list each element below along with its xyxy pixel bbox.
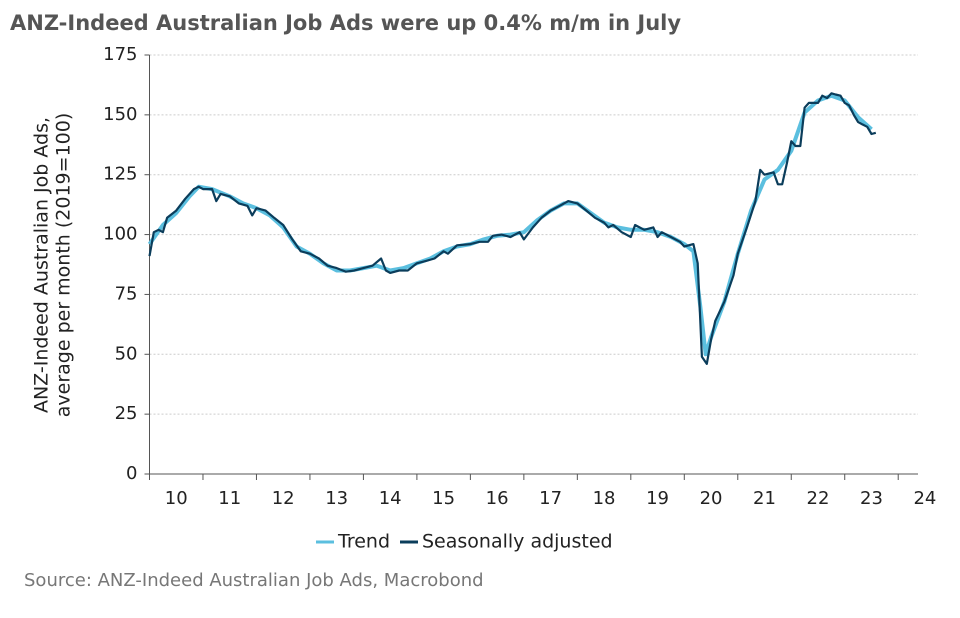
- x-tick-label: 22: [807, 488, 830, 509]
- x-tick-label: 10: [165, 488, 188, 509]
- x-tick-label: 18: [593, 488, 616, 509]
- x-tick-label: 21: [753, 488, 776, 509]
- x-tick-label: 19: [646, 488, 669, 509]
- x-tick-label: 24: [913, 488, 936, 509]
- y-tick-label: 100: [103, 224, 137, 245]
- x-tick-label: 15: [432, 488, 455, 509]
- legend-label: Trend: [337, 531, 390, 553]
- x-tick-label: 12: [272, 488, 295, 509]
- x-tick-label: 16: [486, 488, 509, 509]
- x-tick-label: 13: [325, 488, 348, 509]
- y-axis-label: average per month (2019=100): [53, 113, 75, 418]
- x-tick-label: 11: [218, 488, 241, 509]
- legend-label: Seasonally adjusted: [422, 531, 613, 553]
- line-series: [147, 93, 873, 357]
- y-tick-label: 125: [103, 164, 137, 185]
- x-tick-label: 23: [860, 488, 883, 509]
- y-tick-label: 75: [115, 283, 138, 304]
- source-note: Source: ANZ-Indeed Australian Job Ads, M…: [24, 570, 484, 591]
- y-tick-label: 0: [126, 463, 137, 484]
- y-tick-label: 50: [115, 343, 138, 364]
- x-tick-label: 17: [539, 488, 562, 509]
- x-tick-label: 14: [379, 488, 402, 509]
- y-tick-label: 25: [115, 403, 138, 424]
- line-series: [148, 92, 877, 365]
- x-tick-label: 20: [700, 488, 723, 509]
- y-tick-label: 175: [103, 44, 137, 65]
- y-tick-label: 150: [103, 104, 137, 125]
- y-axis-label: ANZ-Indeed Australian Job Ads,: [31, 117, 53, 413]
- chart-title: ANZ-Indeed Australian Job Ads were up 0.…: [10, 11, 681, 35]
